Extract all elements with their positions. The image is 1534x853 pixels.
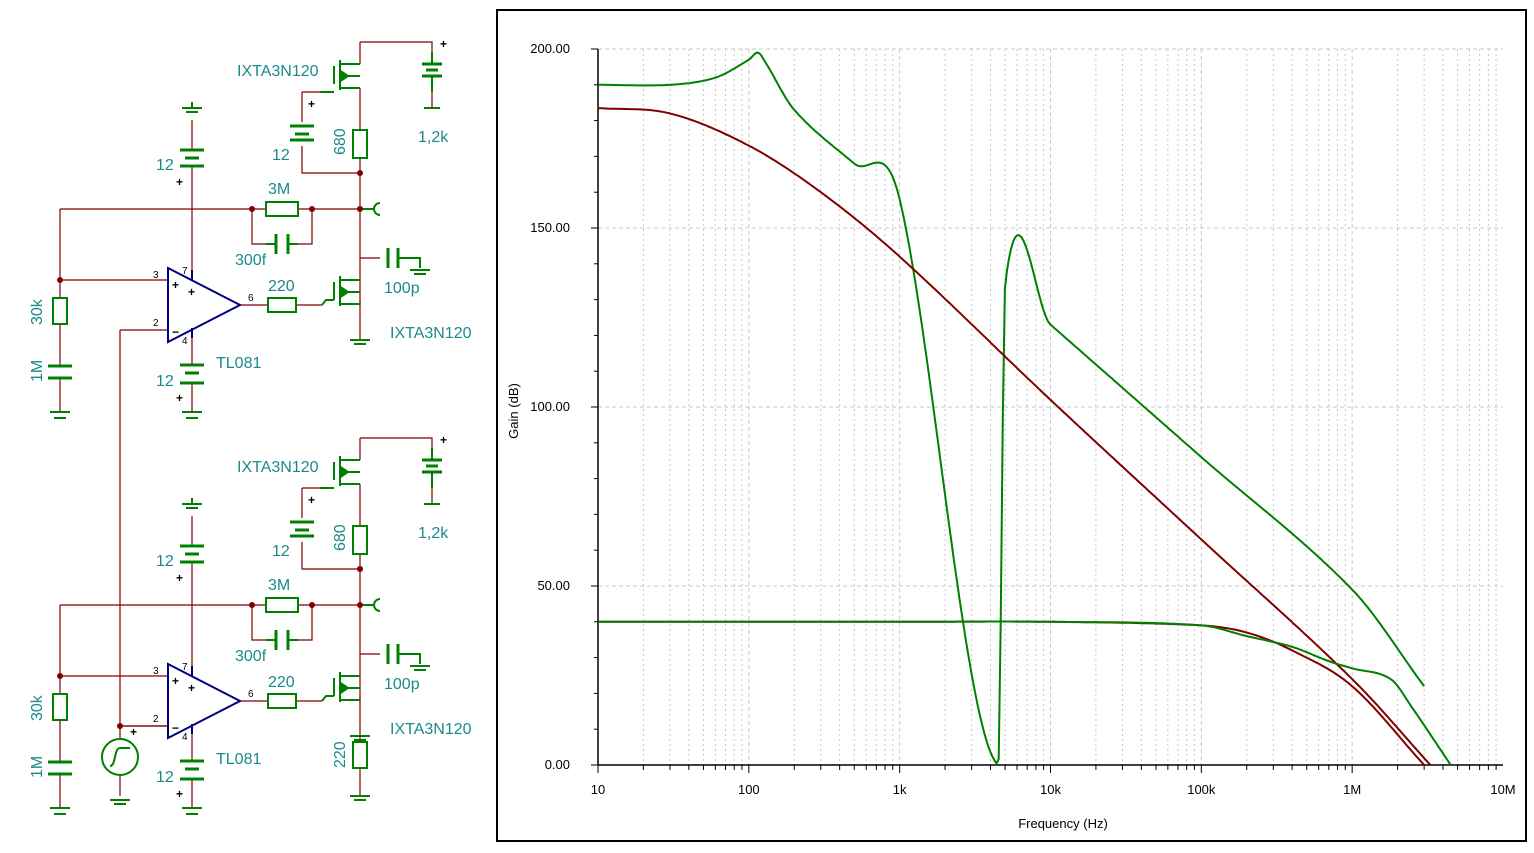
x-tick-label: 10M <box>1490 782 1515 797</box>
vneg-battery-label: 12 <box>156 373 174 390</box>
opamp-vplus-sign: + <box>188 285 195 299</box>
opamp-minus-sign: − <box>172 325 179 339</box>
supply-label: 1,2k <box>418 525 449 542</box>
mosfet-top-label: IXTA3N120 <box>237 459 319 476</box>
input-resistor-label: 30k <box>29 694 46 721</box>
plot-axes <box>597 49 1503 766</box>
y-tick-label: 150.00 <box>530 220 570 235</box>
output-cap-label: 100p <box>384 280 420 297</box>
vneg-plus-sign: + <box>176 391 183 405</box>
series-line-1 <box>598 51 1425 766</box>
source-resistor-label: 220 <box>332 741 349 768</box>
x-tick-label: 1M <box>1343 782 1361 797</box>
pin-v7: 7 <box>182 662 188 673</box>
opamp-label: TL081 <box>216 751 261 768</box>
y-tick-label: 50.00 <box>537 578 570 593</box>
feedback-cap-label: 300f <box>235 648 267 665</box>
vpos-battery-label: 12 <box>156 157 174 174</box>
stage-1-labels: IXTA3N120 1,2k 12 680 3M 300f 100p 220 I… <box>29 37 472 405</box>
vpos-plus-sign: + <box>176 175 183 189</box>
drain-resistor-label: 680 <box>332 128 349 155</box>
feedback-resistor-label: 3M <box>268 577 290 594</box>
x-tick-labels: 10 100 1k 10k 100k 1M 10M <box>591 782 1516 797</box>
opamp-minus-sign: − <box>172 721 179 735</box>
series-line-2 <box>597 107 1432 766</box>
gate-resistor-label: 220 <box>268 674 295 691</box>
opamp-vplus-sign: + <box>188 681 195 695</box>
input-resistor-label: 30k <box>29 298 46 325</box>
y-axis-label: Gain (dB) <box>506 383 521 439</box>
series-line-3 <box>598 620 1425 766</box>
supply-plus-sign: + <box>440 37 447 51</box>
x-axis-label: Frequency (Hz) <box>1018 816 1108 831</box>
mosfet-bottom-label: IXTA3N120 <box>390 721 472 738</box>
circuit-schematic: + IXTA3N120 1,2k 12 680 3M 300f 100p 220… <box>29 37 472 816</box>
vneg-plus-sign: + <box>176 787 183 801</box>
pin-v4: 4 <box>182 336 188 347</box>
pin-plus: 3 <box>153 270 159 281</box>
supply-plus-sign: + <box>440 433 447 447</box>
vpos-battery-label: 12 <box>156 553 174 570</box>
x-tick-label: 100 <box>738 782 760 797</box>
x-tick-label: 10k <box>1040 782 1061 797</box>
gate-battery-label: 12 <box>272 543 290 560</box>
y-tick-labels: 0.00 50.00 100.00 150.00 200.00 <box>530 41 570 772</box>
vpos-plus-sign: + <box>176 571 183 585</box>
series-line-4 <box>598 620 1452 766</box>
bode-plot-window: 10 100 1k 10k 100k 1M 10M 0.00 50.00 100.00 150.0… <box>496 9 1527 842</box>
signal-source-icon <box>101 738 139 805</box>
input-cap-label: 1M <box>29 360 46 382</box>
supply-label: 1,2k <box>418 129 449 146</box>
vneg-battery-label: 12 <box>156 769 174 786</box>
pin-plus: 3 <box>153 666 159 677</box>
output-cap-label: 100p <box>384 676 420 693</box>
y-tick-label: 200.00 <box>530 41 570 56</box>
pin-minus: 2 <box>153 714 159 725</box>
gate-battery-plus-sign: + <box>308 97 315 111</box>
pin-v4: 4 <box>182 732 188 743</box>
y-tick-label: 0.00 <box>545 757 570 772</box>
feedback-resistor-label: 3M <box>268 181 290 198</box>
gain-plot: 10 100 1k 10k 100k 1M 10M 0.00 50.00 100.00 150.0… <box>506 41 1516 831</box>
source-resistor-icon <box>352 741 368 769</box>
gate-battery-label: 12 <box>272 147 290 164</box>
x-tick-label: 100k <box>1187 782 1216 797</box>
mosfet-bottom-label: IXTA3N120 <box>390 325 472 342</box>
pin-out: 6 <box>248 689 254 700</box>
feedback-cap-label: 300f <box>235 252 267 269</box>
input-cap-label: 1M <box>29 756 46 778</box>
y-tick-label: 100.00 <box>530 399 570 414</box>
gate-resistor-label: 220 <box>268 278 295 295</box>
gate-battery-plus-sign: + <box>308 493 315 507</box>
x-tick-label: 10 <box>591 782 605 797</box>
stage-2-labels: IXTA3N120 1,2k 12 680 3M 300f 100p 220 I… <box>29 433 472 801</box>
mosfet-top-label: IXTA3N120 <box>237 63 319 80</box>
opamp-label: TL081 <box>216 355 261 372</box>
drain-resistor-label: 680 <box>332 524 349 551</box>
x-tick-label: 1k <box>893 782 907 797</box>
pin-out: 6 <box>248 293 254 304</box>
plot-series <box>597 51 1452 766</box>
pin-v7: 7 <box>182 266 188 277</box>
pin-minus: 2 <box>153 318 159 329</box>
plot-grid <box>591 48 1503 773</box>
svg-text:+: + <box>130 725 137 739</box>
opamp-plus-sign: + <box>172 278 179 292</box>
opamp-plus-sign: + <box>172 674 179 688</box>
